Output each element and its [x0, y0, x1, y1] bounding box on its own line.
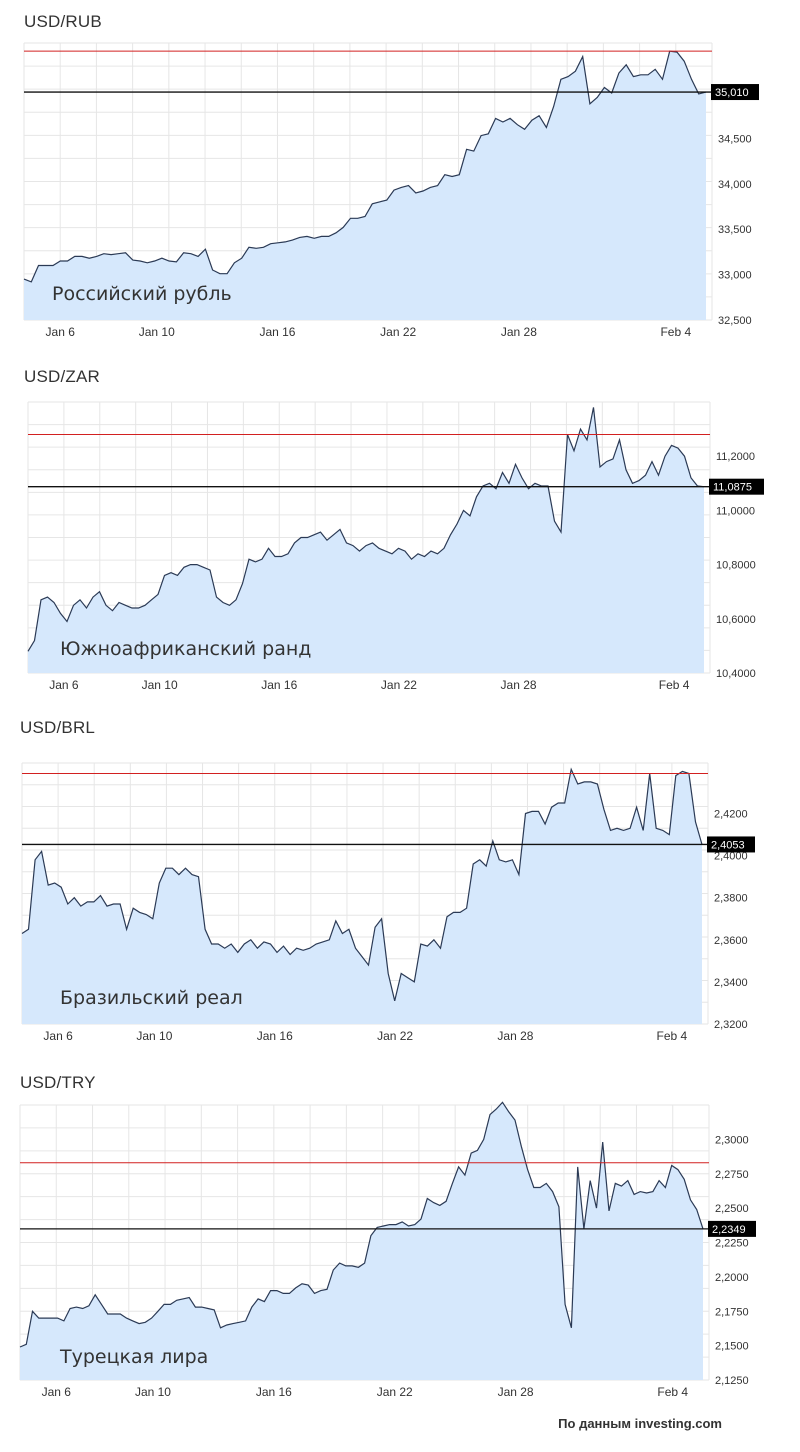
x-tick-label: Jan 6 — [49, 678, 79, 692]
y-tick-label: 10,4000 — [716, 668, 756, 680]
series-label: Российский рубль — [52, 283, 232, 305]
source-credit: По данным investing.com — [558, 1416, 722, 1431]
series-label: Южноафриканский ранд — [60, 638, 311, 660]
y-tick-label: 11,2000 — [716, 451, 755, 463]
chart-panel-rub: USD/RUB 32,500 33,000 33,500 34,000 34,500 35… — [0, 0, 800, 354]
x-tick-label: Feb 4 — [659, 678, 690, 692]
x-tick-label: Jan 10 — [135, 1385, 171, 1399]
y-tick-label: 2,2250 — [715, 1238, 749, 1250]
x-tick-label: Jan 28 — [497, 1029, 533, 1043]
x-tick-label: Jan 16 — [259, 325, 295, 339]
series-area — [22, 769, 702, 1024]
y-tick-label: 2,3200 — [714, 1019, 748, 1031]
x-tick-label: Feb 4 — [657, 1029, 688, 1043]
y-tick-label: 34,500 — [718, 133, 752, 145]
y-tick-label: 2,3800 — [714, 893, 748, 905]
x-tick-label: Jan 6 — [43, 1029, 73, 1043]
chart-try: 2,1250 2,1500 2,1750 2,2000 2,2250 2,2500 2,27… — [19, 1101, 756, 1399]
x-tick-label: Jan 28 — [501, 678, 537, 692]
series-line — [19, 1101, 704, 1348]
x-tick-label: Jan 10 — [139, 325, 175, 339]
chart-title: USD/ZAR — [24, 367, 101, 386]
x-tick-label: Jan 28 — [498, 1385, 534, 1399]
x-tick-label: Feb 4 — [657, 1385, 688, 1399]
last-price-label: 11,0875 — [713, 482, 752, 494]
series-label: Турецкая лира — [59, 1346, 208, 1368]
x-tick-label: Jan 22 — [377, 1385, 413, 1399]
last-price-label: 2,2349 — [712, 1224, 746, 1236]
x-tick-label: Jan 16 — [261, 678, 297, 692]
last-price-label: 2,4053 — [711, 839, 745, 851]
chart-rub: 32,500 33,000 33,500 34,000 34,500 35,010 Jan … — [23, 42, 759, 339]
y-tick-label: 2,3000 — [715, 1134, 749, 1146]
chart-title: USD/BRL — [20, 718, 96, 737]
y-tick-label: 2,1750 — [715, 1306, 749, 1318]
y-tick-label: 2,2750 — [715, 1169, 749, 1181]
x-tick-label: Jan 16 — [256, 1385, 292, 1399]
y-tick-label: 2,1250 — [715, 1375, 749, 1387]
chart-panel-try: USD/TRY 2,1250 2,1500 2,1750 2,2000 2,2250 2,… — [0, 1061, 800, 1415]
x-tick-label: Jan 22 — [377, 1029, 413, 1043]
series-line — [27, 407, 705, 652]
series-line — [23, 50, 707, 283]
chart-panel-zar: USD/ZAR 10,4000 10,6000 10,8000 11,0000 11,2… — [0, 355, 800, 709]
y-tick-label: 11,0000 — [716, 505, 755, 517]
last-price-label-bg — [709, 478, 764, 495]
chart-brl: 2,3200 2,3400 2,3600 2,3800 2,4000 2,4200 2,40… — [21, 762, 755, 1043]
y-tick-label: 32,500 — [718, 315, 752, 327]
x-tick-label: Jan 6 — [42, 1385, 72, 1399]
series-area — [28, 407, 704, 673]
series-area — [20, 1102, 703, 1380]
chart-zar: 10,4000 10,6000 10,8000 11,0000 11,2000 11,08… — [27, 401, 764, 692]
last-price-label-bg — [711, 84, 759, 101]
y-tick-label: 2,4200 — [714, 809, 748, 821]
y-tick-label: 2,3600 — [714, 935, 748, 947]
x-tick-label: Jan 10 — [136, 1029, 172, 1043]
y-tick-label: 10,6000 — [716, 614, 756, 626]
y-tick-label: 2,3400 — [714, 977, 748, 989]
y-tick-label: 33,000 — [718, 270, 752, 282]
x-tick-label: Jan 6 — [46, 325, 76, 339]
y-tick-label: 10,8000 — [716, 560, 756, 572]
series-label: Бразильский реал — [60, 987, 243, 1009]
y-tick-label: 2,4000 — [714, 851, 748, 863]
y-tick-label: 34,000 — [718, 179, 752, 191]
y-tick-label: 2,2500 — [715, 1203, 749, 1215]
x-tick-label: Feb 4 — [660, 325, 691, 339]
series-line — [21, 767, 703, 1001]
x-tick-label: Jan 16 — [257, 1029, 293, 1043]
chart-title: USD/TRY — [20, 1073, 96, 1092]
y-tick-label: 2,1500 — [715, 1341, 749, 1353]
chart-panel-brl: USD/BRL 2,3200 2,3400 2,3600 2,3800 2,4000 2,… — [0, 706, 800, 1060]
chart-title: USD/RUB — [24, 12, 102, 31]
y-tick-label: 2,2000 — [715, 1272, 749, 1284]
x-tick-label: Jan 10 — [142, 678, 178, 692]
last-price-label-bg — [707, 836, 755, 853]
x-tick-label: Jan 22 — [380, 325, 416, 339]
last-price-label: 35,010 — [715, 87, 749, 99]
x-tick-label: Jan 28 — [501, 325, 537, 339]
y-tick-label: 33,500 — [718, 224, 752, 236]
last-price-label-bg — [708, 1220, 756, 1237]
x-tick-label: Jan 22 — [381, 678, 417, 692]
